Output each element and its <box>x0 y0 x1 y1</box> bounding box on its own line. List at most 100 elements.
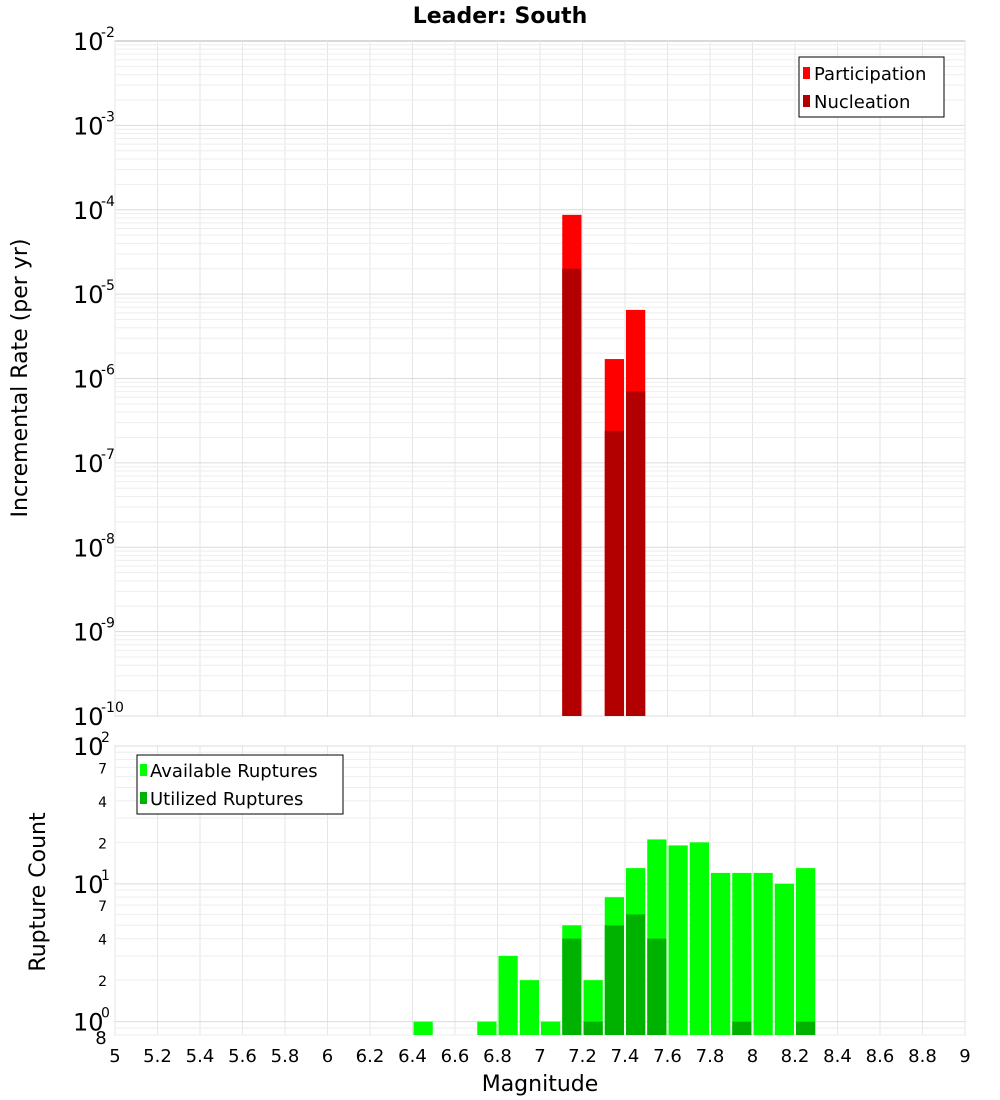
x-tick-label: 5.4 <box>186 1046 215 1067</box>
legend-swatch-utilized <box>140 792 147 804</box>
available-ruptures-bar <box>519 980 539 1035</box>
bottom-bars <box>413 839 816 1035</box>
bottom-y-tick-base: 10 <box>73 733 104 761</box>
top-panel: Leader: South 10-1010-910-810-710-610-51… <box>8 4 966 731</box>
top-y-tick-base: 10 <box>73 281 104 309</box>
top-grid <box>114 41 966 717</box>
top-y-tick-exponent: -4 <box>101 194 115 210</box>
bottom-y-minor-tick: 7 <box>98 899 107 915</box>
x-tick-label: 5.8 <box>271 1046 300 1067</box>
x-tick-label: 6 <box>322 1046 333 1067</box>
x-tick-label: 8 <box>747 1046 758 1067</box>
x-tick-label: 5.6 <box>228 1046 257 1067</box>
x-tick-label: 7.8 <box>696 1046 725 1067</box>
nucleation-bar <box>626 391 646 716</box>
bottom-legend: Available Ruptures Utilized Ruptures <box>136 754 344 815</box>
x-tick-label: 8.6 <box>866 1046 895 1067</box>
top-y-tick-exponent: -7 <box>101 447 115 463</box>
top-y-tick-base: 10 <box>73 112 104 140</box>
legend-swatch-available <box>140 764 147 776</box>
utilized-ruptures-bar <box>796 1021 816 1035</box>
utilized-ruptures-bar <box>583 1021 603 1035</box>
bottom-y-tick-base: 10 <box>73 1009 104 1037</box>
nucleation-bar <box>562 268 582 716</box>
x-tick-label: 9 <box>959 1046 970 1067</box>
bottom-y-axis-label: Rupture Count <box>26 812 51 972</box>
top-y-tick-exponent: -3 <box>101 109 115 125</box>
top-y-tick-exponent: -8 <box>101 531 115 547</box>
top-y-tick-exponent: -2 <box>101 25 115 41</box>
top-y-tick-base: 10 <box>73 197 104 225</box>
bottom-y-minor-tick: 4 <box>98 933 107 949</box>
legend-label-nucleation: Nucleation <box>814 92 910 113</box>
bottom-y-minor-tick: 7 <box>98 761 107 777</box>
x-tick-label: 8.2 <box>781 1046 810 1067</box>
available-ruptures-bar <box>413 1021 433 1035</box>
top-y-tick-base: 10 <box>73 534 104 562</box>
top-y-tick-base: 10 <box>73 28 104 56</box>
available-ruptures-bar <box>583 980 603 1035</box>
bottom-y-minor-tick: 4 <box>98 795 107 811</box>
chart-title: Leader: South <box>413 4 588 29</box>
top-y-tick-exponent: -6 <box>101 363 115 379</box>
available-ruptures-bar <box>498 955 518 1035</box>
available-ruptures-bar <box>796 868 816 1035</box>
top-y-tick-exponent: -9 <box>101 616 115 632</box>
available-ruptures-bar <box>668 845 688 1035</box>
utilized-ruptures-bar <box>732 1021 752 1035</box>
top-y-tick-exponent: -5 <box>101 278 115 294</box>
top-legend-box <box>798 56 945 118</box>
bottom-y-minor-tick: 2 <box>98 974 107 990</box>
x-tick-labels: 5 5.2 5.4 5.6 5.8 6 6.2 6.4 6.6 6.8 7 7.2 7.4 7.6 7.8 8… <box>109 1046 970 1067</box>
bottom-y-minor-tick: 8 <box>95 1028 106 1049</box>
legend-label-utilized: Utilized Ruptures <box>150 789 303 810</box>
x-tick-label: 6.6 <box>441 1046 470 1067</box>
legend-swatch-participation <box>803 67 810 79</box>
available-ruptures-bar <box>541 1021 561 1035</box>
legend-label-participation: Participation <box>814 64 926 85</box>
bottom-grid <box>114 745 966 1036</box>
top-legend: Participation Nucleation <box>798 56 945 118</box>
x-tick-label: 7.2 <box>568 1046 597 1067</box>
bottom-y-tick-exponent: 0 <box>101 1006 110 1022</box>
available-ruptures-bar <box>477 1021 497 1035</box>
bottom-y-tick-exponent: 2 <box>101 730 110 746</box>
available-ruptures-bar <box>711 872 731 1035</box>
x-tick-label: 7 <box>534 1046 545 1067</box>
x-tick-label: 5.2 <box>143 1046 172 1067</box>
top-y-axis-label: Incremental Rate (per yr) <box>8 239 33 518</box>
top-y-tick-base: 10 <box>73 366 104 394</box>
x-tick-label: 7.6 <box>653 1046 682 1067</box>
x-tick-label: 8.8 <box>908 1046 937 1067</box>
utilized-ruptures-bar <box>604 925 624 1035</box>
legend-swatch-nucleation <box>803 95 810 107</box>
available-ruptures-bar <box>753 872 773 1035</box>
nucleation-bar <box>604 430 624 716</box>
x-axis-label: Magnitude <box>482 1072 599 1097</box>
utilized-ruptures-bar <box>562 938 582 1035</box>
utilized-ruptures-bar <box>626 914 646 1035</box>
top-y-tick-base: 10 <box>73 619 104 647</box>
x-tick-label: 7.4 <box>611 1046 640 1067</box>
top-bars <box>562 214 646 716</box>
bottom-y-minor-tick: 2 <box>98 836 107 852</box>
top-y-tick-exponent: -10 <box>101 700 124 716</box>
x-tick-label: 6.8 <box>483 1046 512 1067</box>
utilized-ruptures-bar <box>647 938 667 1035</box>
x-tick-label: 6.4 <box>398 1046 427 1067</box>
bottom-y-tick-exponent: 1 <box>101 868 110 884</box>
available-ruptures-bar <box>732 872 752 1035</box>
x-tick-label: 6.2 <box>356 1046 385 1067</box>
x-tick-label: 5 <box>109 1046 120 1067</box>
available-ruptures-bar <box>774 883 794 1035</box>
top-y-tick-base: 10 <box>73 703 104 731</box>
bottom-legend-box <box>136 754 344 815</box>
legend-label-available: Available Ruptures <box>150 761 318 782</box>
available-ruptures-bar <box>689 842 709 1035</box>
bottom-y-tick-base: 10 <box>73 871 104 899</box>
